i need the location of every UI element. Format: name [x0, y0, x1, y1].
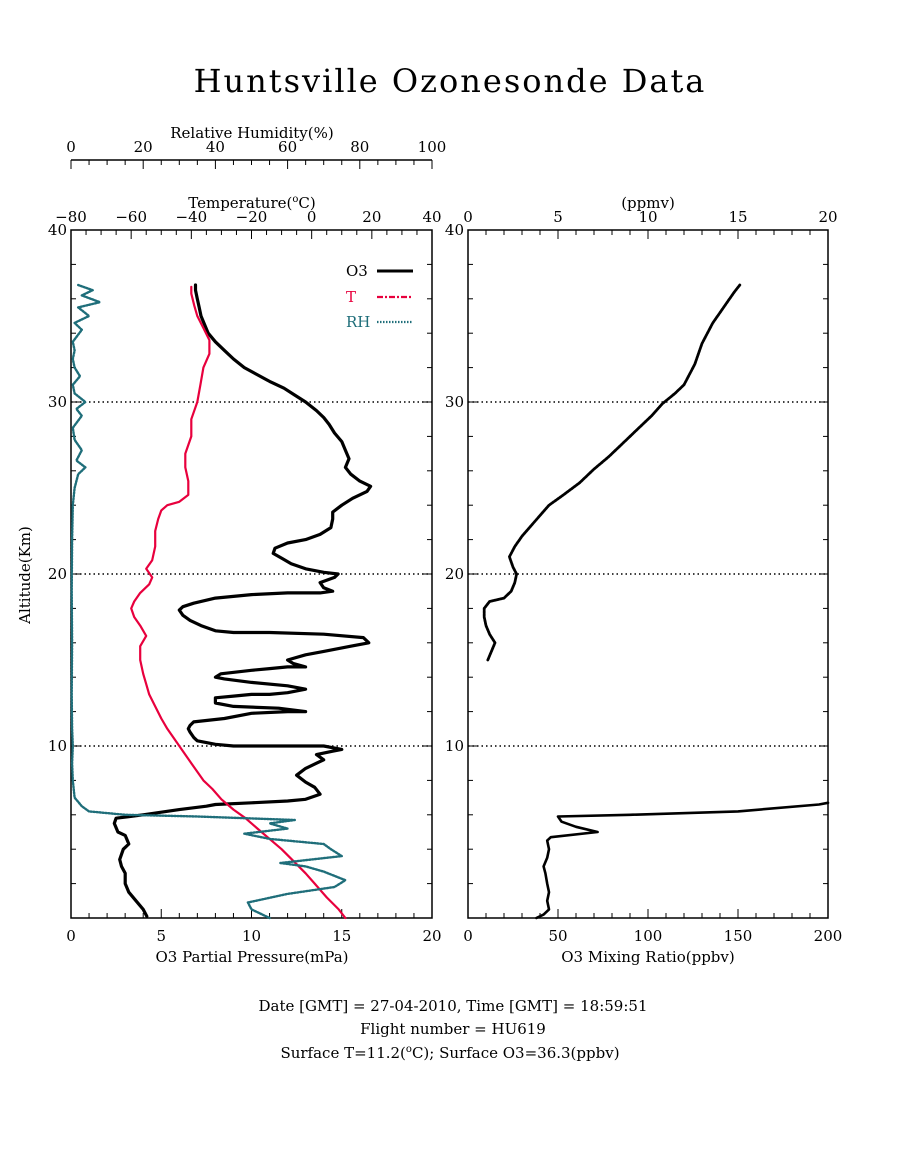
- right-xaxis-label: O3 Mixing Ratio(ppbv): [561, 948, 734, 966]
- right-top-tick-label: 5: [553, 208, 563, 226]
- left-ytick-label: 40: [48, 221, 67, 239]
- left-bottom-tick-label: 20: [422, 927, 441, 945]
- left-temp-tick-label: 0: [307, 208, 317, 226]
- left-rh-tick-label: 40: [206, 138, 225, 156]
- footer-flight-number: Flight number = HU619: [360, 1020, 546, 1038]
- legend-label-o3: O3: [346, 262, 368, 280]
- temp-label-a: Temperature(: [188, 194, 292, 212]
- mixing-ratio-ppbv-line: [535, 801, 830, 920]
- left-ytick-label: 10: [48, 737, 67, 755]
- left-rh-tick-label: 60: [278, 138, 297, 156]
- right-top-tick-label: 0: [463, 208, 473, 226]
- left-temp-tick-label: 20: [362, 208, 381, 226]
- left-temp-tick-label: −80: [55, 208, 87, 226]
- rh-series-line: [70, 283, 347, 920]
- footer-surface-a: Surface T=11.2(: [280, 1044, 405, 1062]
- footer-date-time: Date [GMT] = 27-04-2010, Time [GMT] = 18…: [258, 997, 647, 1015]
- right-ytick-label: 40: [445, 221, 464, 239]
- right-ytick-label: 30: [445, 393, 464, 411]
- left-ytick-label: 30: [48, 393, 67, 411]
- right-top-axis-label: (ppmv): [621, 194, 675, 212]
- chart-legend: O3 T RH: [346, 262, 413, 331]
- left-bottom-tick-label: 5: [156, 927, 166, 945]
- right-bottom-tick-label: 50: [548, 927, 567, 945]
- left-ytick-label: 20: [48, 565, 67, 583]
- footer-surface-values: Surface T=11.2(oC); Surface O3=36.3(ppbv…: [280, 1044, 619, 1062]
- left-temp-tick-label: −40: [176, 208, 208, 226]
- right-bottom-tick-label: 200: [814, 927, 843, 945]
- left-bottom-tick-label: 10: [242, 927, 261, 945]
- right-top-tick-label: 10: [638, 208, 657, 226]
- left-rh-tick-label: 100: [418, 138, 447, 156]
- footer-surface-b: C); Surface O3=36.3(ppbv): [412, 1044, 620, 1062]
- footer-surface-sup: o: [406, 1044, 412, 1055]
- legend-label-t: T: [346, 288, 356, 306]
- left-bottom-tick-label: 15: [332, 927, 351, 945]
- left-panel: 10 20 30 40 0 5 10 15 20 −80 −60 −40 −20 0 20 40 0 20 40 60…: [48, 138, 446, 945]
- right-bottom-tick-label: 0: [463, 927, 473, 945]
- left-temp-tick-label: −60: [115, 208, 147, 226]
- right-top-tick-label: 15: [728, 208, 747, 226]
- left-top1-axis-label: Temperature(oC): [188, 194, 316, 212]
- right-ytick-label: 10: [445, 737, 464, 755]
- o3-series-line: [112, 283, 373, 918]
- left-rh-tick-label: 80: [350, 138, 369, 156]
- right-top-tick-label: 20: [818, 208, 837, 226]
- left-temp-tick-label: 40: [422, 208, 441, 226]
- left-bottom-tick-label: 0: [66, 927, 76, 945]
- mixing-ratio-ppmv-line: [482, 283, 742, 662]
- temp-label-b: C): [298, 194, 315, 212]
- chart-title: Huntsville Ozonesonde Data: [194, 62, 707, 100]
- left-rh-tick-label: 0: [66, 138, 76, 156]
- legend-label-rh: RH: [346, 313, 370, 331]
- t-series-line: [130, 285, 347, 920]
- right-bottom-tick-label: 150: [724, 927, 753, 945]
- temp-label-sup: o: [292, 194, 298, 205]
- right-bottom-tick-label: 100: [634, 927, 663, 945]
- left-top2-axis-label: Relative Humidity(%): [170, 124, 333, 142]
- left-temp-tick-label: −20: [236, 208, 268, 226]
- left-xaxis-label: O3 Partial Pressure(mPa): [155, 948, 348, 966]
- left-yaxis-label: Altitude(Km): [16, 526, 34, 625]
- right-ytick-label: 20: [445, 565, 464, 583]
- left-rh-tick-label: 20: [134, 138, 153, 156]
